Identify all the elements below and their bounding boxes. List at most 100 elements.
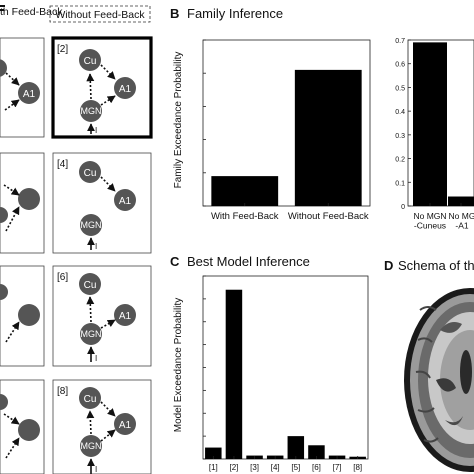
model-box (52, 265, 152, 367)
panel-b: B Family Inference Family Exceedance Pro… (170, 6, 474, 231)
node-mgn-label: MGN (81, 329, 102, 339)
panel-d-letter: D (384, 258, 393, 273)
panel-a-letter-fragment (0, 5, 5, 11)
model-tag: [4] (57, 159, 68, 170)
model-row-2: [4] Cu A1 MGN I (0, 152, 152, 254)
x-tick-label: -A1 (455, 221, 469, 231)
node-mgn (80, 323, 102, 345)
panel-a: th Feed-Back Without Feed-Back A1 [2] Cu… (0, 5, 153, 474)
x-tick-label: With Feed-Back (211, 211, 279, 222)
panel-b-letter: B (170, 6, 179, 21)
y-tick-label: 0.7 (395, 38, 405, 45)
panel-c-letter: C (170, 254, 180, 269)
x-tick-label: [5] (291, 463, 300, 472)
model-box-left (0, 152, 45, 254)
connection-arrow (100, 401, 116, 417)
x-tick-label: [6] (312, 463, 321, 472)
x-tick-label: [1] (209, 463, 218, 472)
connection-arrow (5, 321, 20, 343)
chart-b-left: With Feed-Back Without Feed-Back (203, 39, 369, 222)
node-a1 (114, 304, 136, 326)
model-box-best (51, 36, 153, 139)
y-tick-label: 0.6 (395, 62, 405, 69)
bar (294, 69, 362, 206)
y-tick-label: 0.3 (395, 133, 405, 140)
input-label: I (95, 354, 97, 363)
node-mgn-label: MGN (81, 106, 102, 116)
x-tick-label: [3] (250, 463, 259, 472)
bar (211, 176, 279, 206)
panel-b-ylabel: Family Exceedance Probability (173, 52, 184, 189)
node-a1-label: A1 (119, 84, 132, 95)
model-box-left (0, 265, 45, 367)
node-cu (79, 273, 101, 295)
node-a1 (114, 189, 136, 211)
connection-arrow (100, 176, 116, 192)
model-box (52, 152, 152, 254)
model-tag: [2] (57, 44, 68, 55)
plot-frame-b-left (202, 39, 371, 207)
node-partial (0, 207, 8, 223)
connection-arrow (100, 319, 116, 329)
x-tick-label: Without Feed-Back (288, 211, 369, 222)
y-tick-label: 0.4 (395, 109, 405, 116)
node-cu-label: Cu (84, 394, 97, 405)
model-box (52, 379, 152, 474)
x-tick-label: [8] (353, 463, 362, 472)
panel-c-title: Best Model Inference (187, 254, 310, 269)
bar (448, 196, 474, 206)
bar (413, 42, 447, 206)
node-mgn (80, 100, 102, 122)
x-tick-label: No MG (449, 211, 474, 221)
node-a1 (18, 304, 40, 326)
y-tick-label: 0.5 (395, 85, 405, 92)
model-tag: [8] (57, 386, 68, 397)
chart-c: [1] [2] [3] [4] [5] [6] [7] [8] (203, 275, 366, 472)
panel-c: C Best Model Inference Model Exceedance … (170, 254, 369, 472)
node-mgn (80, 214, 102, 236)
x-tick-label: No MGN (413, 211, 446, 221)
node-partial (0, 284, 8, 300)
header-without-feedback: Without Feed-Back (55, 9, 145, 21)
connection-arrow (5, 206, 20, 232)
model-row-4: [8] Cu A1 MGN I (0, 379, 152, 474)
node-mgn (80, 435, 102, 457)
node-partial (0, 394, 8, 410)
node-cu-label: Cu (84, 168, 97, 179)
node-a1 (114, 413, 136, 435)
panel-d-title: Schema of the (398, 258, 474, 273)
node-cu (79, 49, 101, 71)
model-row-1: A1 [2] Cu A1 MGN I (0, 36, 153, 139)
connection-arrow (86, 73, 95, 100)
connection-arrow (3, 413, 20, 425)
connection-arrow (86, 296, 95, 323)
model-tag: [6] (57, 272, 68, 283)
bar (205, 447, 222, 459)
node-cu-label: Cu (84, 56, 97, 67)
connection-arrow (5, 72, 20, 86)
y-tick-label: 0 (401, 204, 405, 211)
node-cu (79, 387, 101, 409)
connection-arrow (5, 437, 20, 459)
node-cu (79, 161, 101, 183)
node-a1 (18, 188, 40, 210)
x-tick-label: -Cuneus (414, 221, 446, 231)
panel-c-ylabel: Model Exceedance Probability (173, 298, 184, 433)
brain-mri-image (395, 282, 474, 474)
node-a1 (18, 82, 40, 104)
connection-arrow (100, 64, 116, 80)
node-mgn-label: MGN (81, 441, 102, 451)
node-cu-label: Cu (84, 280, 97, 291)
bar (308, 445, 325, 459)
input-label: I (95, 465, 97, 474)
connection-arrow (100, 429, 116, 442)
connection-arrow (86, 410, 95, 435)
node-a1-label: A1 (119, 420, 132, 431)
y-tick-label: 0.2 (395, 157, 405, 164)
node-a1 (114, 77, 136, 99)
panel-d: D Schema of the (384, 258, 474, 474)
panel-b-title: Family Inference (187, 6, 283, 21)
node-a1-label: A1 (119, 311, 132, 322)
